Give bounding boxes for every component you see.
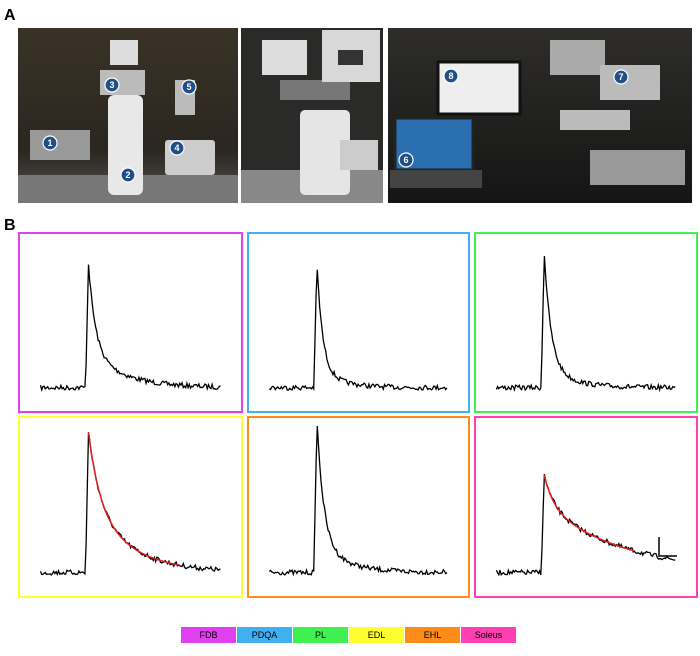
legend-label: PL	[315, 630, 326, 640]
marker-number: 6	[403, 155, 408, 165]
legend-label: PDQA	[252, 630, 278, 640]
photo-microscope	[241, 28, 383, 203]
marker-circle	[42, 135, 58, 151]
trace	[495, 256, 676, 393]
legend-label: FDB	[200, 630, 218, 640]
marker-number: 3	[109, 80, 114, 90]
fit-curve	[87, 432, 179, 566]
legend-label: EHL	[424, 630, 442, 640]
trace	[268, 269, 448, 392]
legend-swatch	[405, 627, 460, 643]
legend-swatch	[293, 627, 348, 643]
fit-curve	[543, 474, 635, 552]
marker-number: 4	[174, 143, 179, 153]
photo-computers	[388, 28, 692, 203]
scale-bar	[658, 537, 677, 557]
trace-box	[247, 232, 470, 413]
marker-circle	[120, 167, 136, 183]
trace-box	[18, 416, 243, 598]
legend-swatch	[237, 627, 292, 643]
marker-circle	[169, 140, 185, 156]
panel-label: A	[4, 7, 16, 24]
marker-number: 7	[618, 72, 623, 82]
legend-label: EDL	[368, 630, 386, 640]
trace	[268, 425, 448, 577]
marker-circle	[398, 152, 414, 168]
marker-circle	[181, 79, 197, 95]
legend-swatch	[349, 627, 404, 643]
trace	[39, 264, 221, 392]
trace-box	[18, 232, 243, 413]
marker-circle	[443, 68, 459, 84]
marker-number: 8	[448, 71, 453, 81]
trace	[39, 432, 221, 577]
marker-number: 5	[186, 82, 191, 92]
marker-circle	[104, 77, 120, 93]
legend-swatch	[461, 627, 516, 643]
marker-number: 2	[125, 170, 130, 180]
trace-box	[247, 416, 470, 598]
legend-label: Soleus	[475, 630, 503, 640]
marker-number: 1	[47, 138, 52, 148]
legend-swatch	[181, 627, 236, 643]
trace-box	[474, 416, 698, 598]
photo-setup	[18, 28, 238, 203]
marker-circle	[613, 69, 629, 85]
panel-label: B	[4, 217, 16, 234]
